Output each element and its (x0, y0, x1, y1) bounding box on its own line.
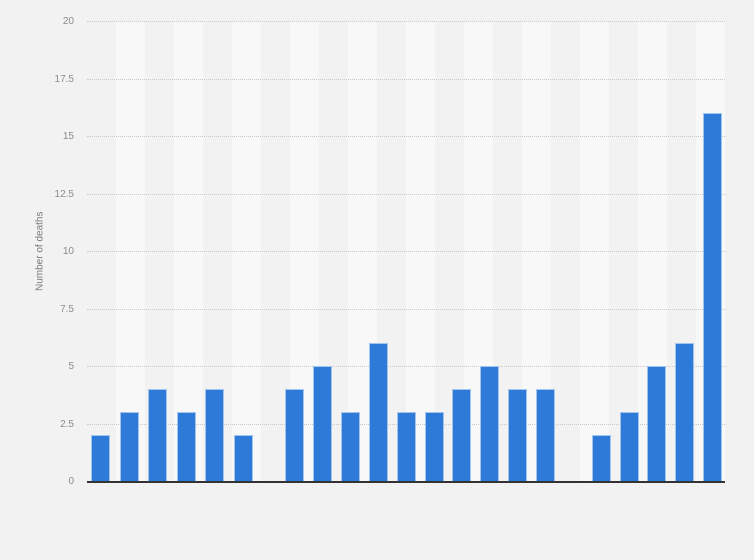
bar[interactable] (368, 343, 388, 481)
gridline (87, 136, 725, 137)
bar[interactable] (452, 389, 472, 481)
y-axis-tick-label: 15 (62, 131, 74, 142)
bar[interactable] (674, 343, 694, 481)
bar[interactable] (702, 113, 722, 481)
bar[interactable] (119, 412, 139, 481)
bar[interactable] (148, 389, 167, 481)
bar[interactable] (340, 412, 360, 481)
bar[interactable] (312, 366, 332, 481)
gridline (87, 193, 725, 195)
bar[interactable] (396, 412, 416, 481)
y-axis-tick-label: 12.5 (54, 188, 74, 200)
y-axis-tick-label: 7.5 (60, 303, 74, 315)
bar[interactable] (176, 412, 196, 481)
gridline (87, 308, 725, 310)
bar[interactable] (647, 366, 667, 481)
bar[interactable] (205, 389, 224, 481)
bar[interactable] (424, 412, 444, 481)
bar[interactable] (480, 366, 500, 481)
bar[interactable] (285, 389, 304, 481)
y-axis-tick-label: 20 (62, 16, 74, 27)
y-axis-tick-label: 2.5 (60, 418, 74, 430)
bar[interactable] (233, 435, 253, 481)
gridline (87, 78, 725, 80)
bar[interactable] (592, 435, 611, 481)
x-axis-line (87, 481, 725, 483)
bar[interactable] (508, 389, 528, 481)
gridline (87, 366, 725, 367)
y-axis-tick-label: 10 (62, 246, 74, 257)
bar[interactable] (91, 435, 110, 481)
gridline (87, 251, 725, 252)
gridline (87, 21, 725, 22)
bar[interactable] (619, 412, 639, 481)
y-axis-tick-label: 5 (68, 361, 74, 372)
y-axis-tick-label: 0 (68, 476, 74, 487)
y-axis-tick-label: 17.5 (54, 73, 74, 85)
bar[interactable] (536, 389, 556, 481)
